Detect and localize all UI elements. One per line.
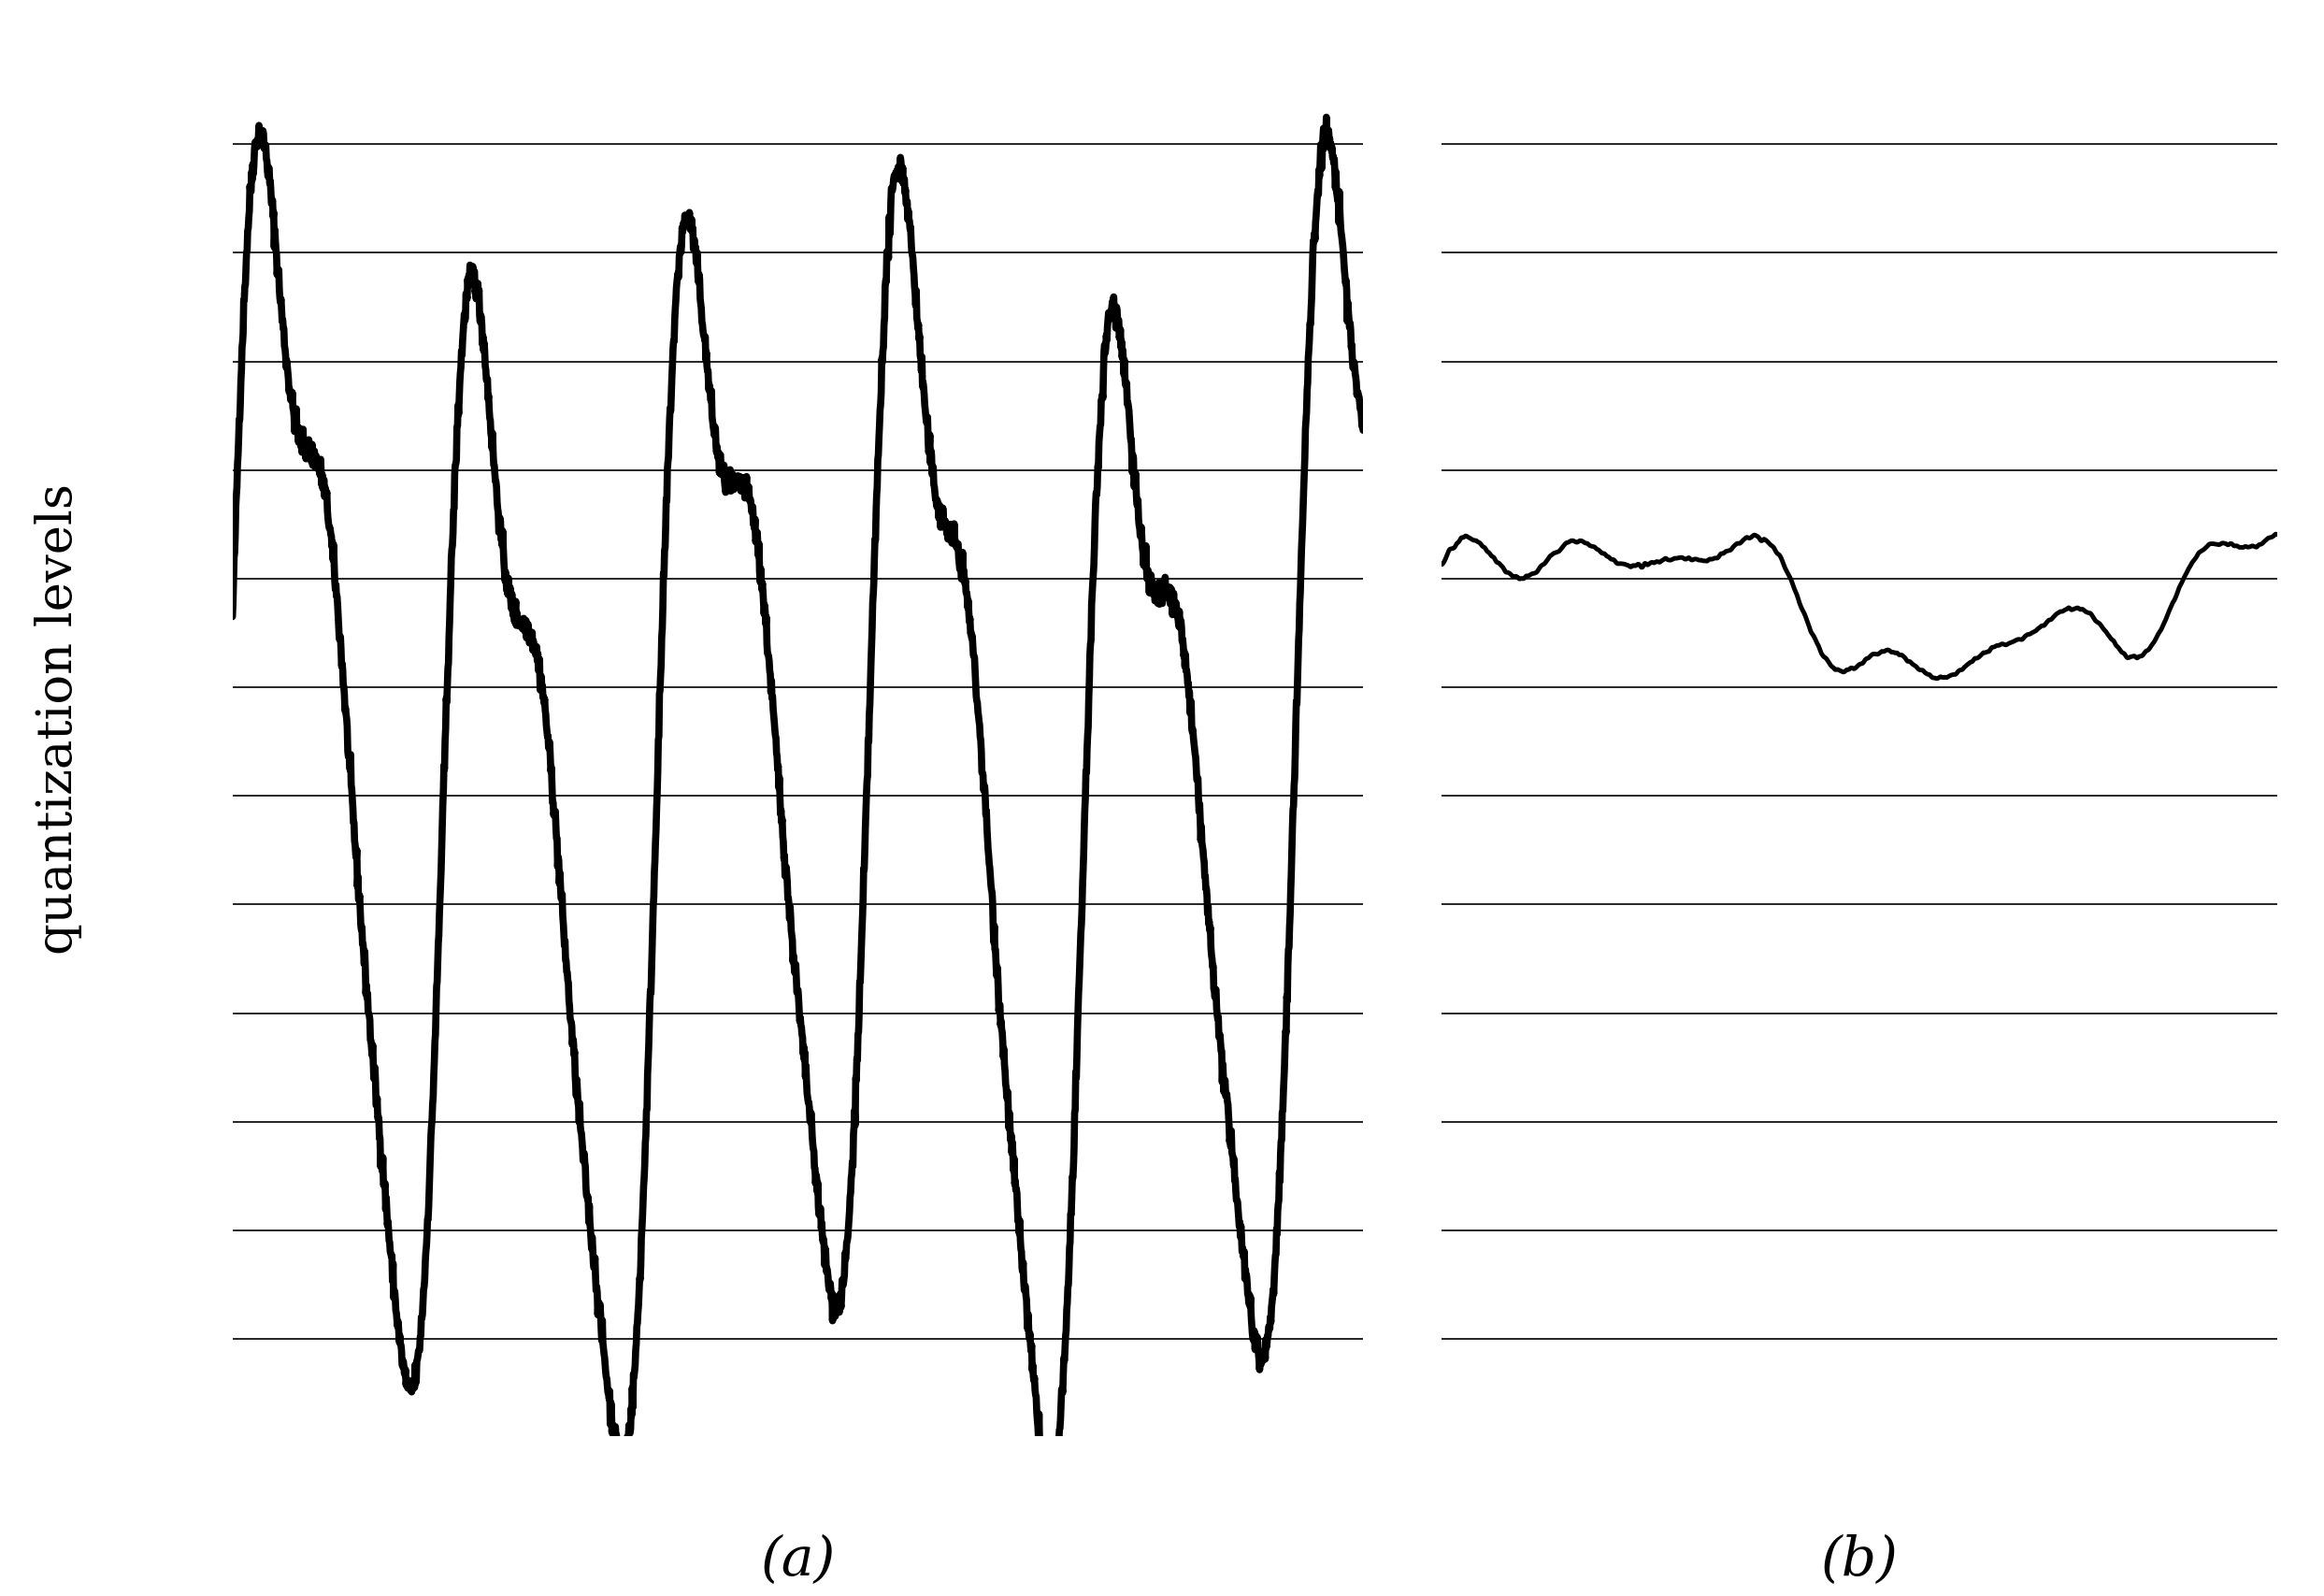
Text: (b): (b): [1822, 1534, 1899, 1586]
Text: (a): (a): [760, 1534, 834, 1586]
Text: quantization levels: quantization levels: [35, 482, 81, 954]
